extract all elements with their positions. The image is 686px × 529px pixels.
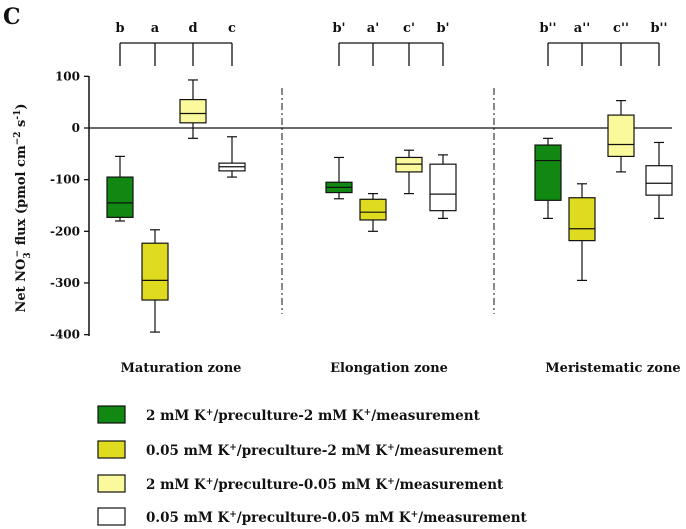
y-tick-label: 0	[72, 121, 80, 135]
y-tick-label: -100	[50, 173, 80, 187]
zone-label: Meristematic zone	[545, 361, 680, 376]
legend-label: 2 mM K+/preculture-0.05 mM K+/measuremen…	[146, 477, 504, 493]
legend: 2 mM K+/preculture-2 mM K+/measurement 0.…	[97, 405, 528, 526]
box	[429, 163, 457, 212]
significance-brackets: b a d c b' a' c' b' b'' a'' c'' b''	[115, 21, 668, 66]
y-tick-label: -200	[50, 224, 80, 238]
y-axis-label: Net NO3− flux (pmol cm−2 s-1)	[13, 103, 33, 312]
zone-label: Maturation zone	[121, 361, 242, 376]
significance-letter: c'	[403, 21, 415, 36]
box	[534, 144, 562, 201]
box-marks	[106, 79, 673, 333]
legend-label: 0.05 mM K+/preculture-2 mM K+/measuremen…	[146, 443, 504, 459]
significance-letter: c	[228, 21, 236, 36]
significance-letter: b	[115, 21, 124, 36]
significance-letter: d	[188, 21, 197, 36]
significance-letter: a''	[574, 21, 590, 36]
panel-label: C	[3, 4, 21, 30]
box	[359, 198, 387, 221]
y-ticks: 100 0 -100 -200 -300 -400	[50, 69, 89, 342]
legend-swatch	[97, 474, 126, 493]
significance-letter: b''	[539, 21, 556, 36]
significance-letter: c''	[613, 21, 629, 36]
zone-labels: Maturation zone Elongation zone Meristemat…	[121, 361, 681, 376]
significance-letter: b'	[332, 21, 345, 36]
zone-label: Elongation zone	[330, 361, 448, 376]
box	[179, 98, 207, 124]
y-tick-label: 100	[55, 69, 80, 83]
y-tick-label: -400	[50, 328, 80, 342]
significance-letter: b''	[650, 21, 667, 36]
legend-label: 2 mM K+/preculture-2 mM K+/measurement	[146, 408, 481, 424]
group-separators	[281, 88, 495, 314]
significance-letter: b'	[436, 21, 449, 36]
legend-swatch	[97, 507, 126, 526]
box	[607, 114, 635, 158]
box	[645, 165, 673, 196]
legend-swatch	[97, 405, 126, 424]
y-tick-label: -300	[50, 276, 80, 290]
box	[106, 176, 134, 218]
legend-label: 0.05 mM K+/preculture-0.05 mM K+/measure…	[146, 510, 528, 526]
box	[141, 242, 169, 301]
significance-letter: a'	[367, 21, 379, 36]
significance-letter: a	[151, 21, 160, 36]
legend-swatch	[97, 440, 126, 459]
box	[568, 197, 596, 242]
